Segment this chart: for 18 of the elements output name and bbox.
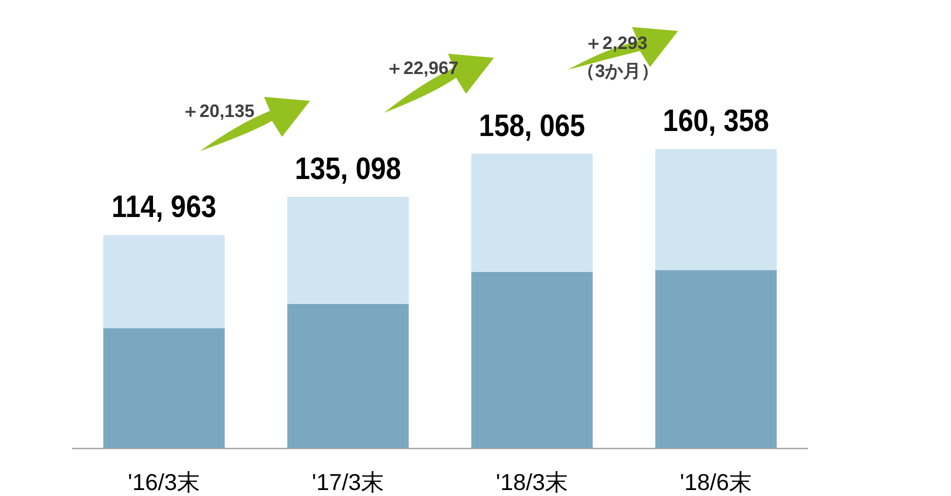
text: ＋20,135 bbox=[181, 100, 255, 121]
text: （3か月） bbox=[576, 61, 660, 81]
total-label: 114, 963 bbox=[112, 190, 216, 225]
x-tick-label: '17/3末 bbox=[312, 469, 384, 495]
bar bbox=[471, 154, 593, 272]
bar bbox=[471, 272, 593, 448]
bar bbox=[655, 270, 777, 448]
bar bbox=[103, 328, 225, 448]
total-label: 158, 065 bbox=[478, 109, 586, 144]
x-tick-label: '18/6末 bbox=[680, 469, 752, 495]
bar bbox=[287, 196, 409, 304]
bar bbox=[103, 235, 225, 328]
bar bbox=[655, 149, 777, 270]
bar bbox=[287, 304, 409, 448]
x-tick-label: '16/3末 bbox=[128, 469, 200, 495]
x-tick-label: '18/3末 bbox=[496, 469, 568, 495]
total-label: 160, 358 bbox=[662, 104, 770, 138]
total-label: 135, 098 bbox=[294, 152, 402, 186]
